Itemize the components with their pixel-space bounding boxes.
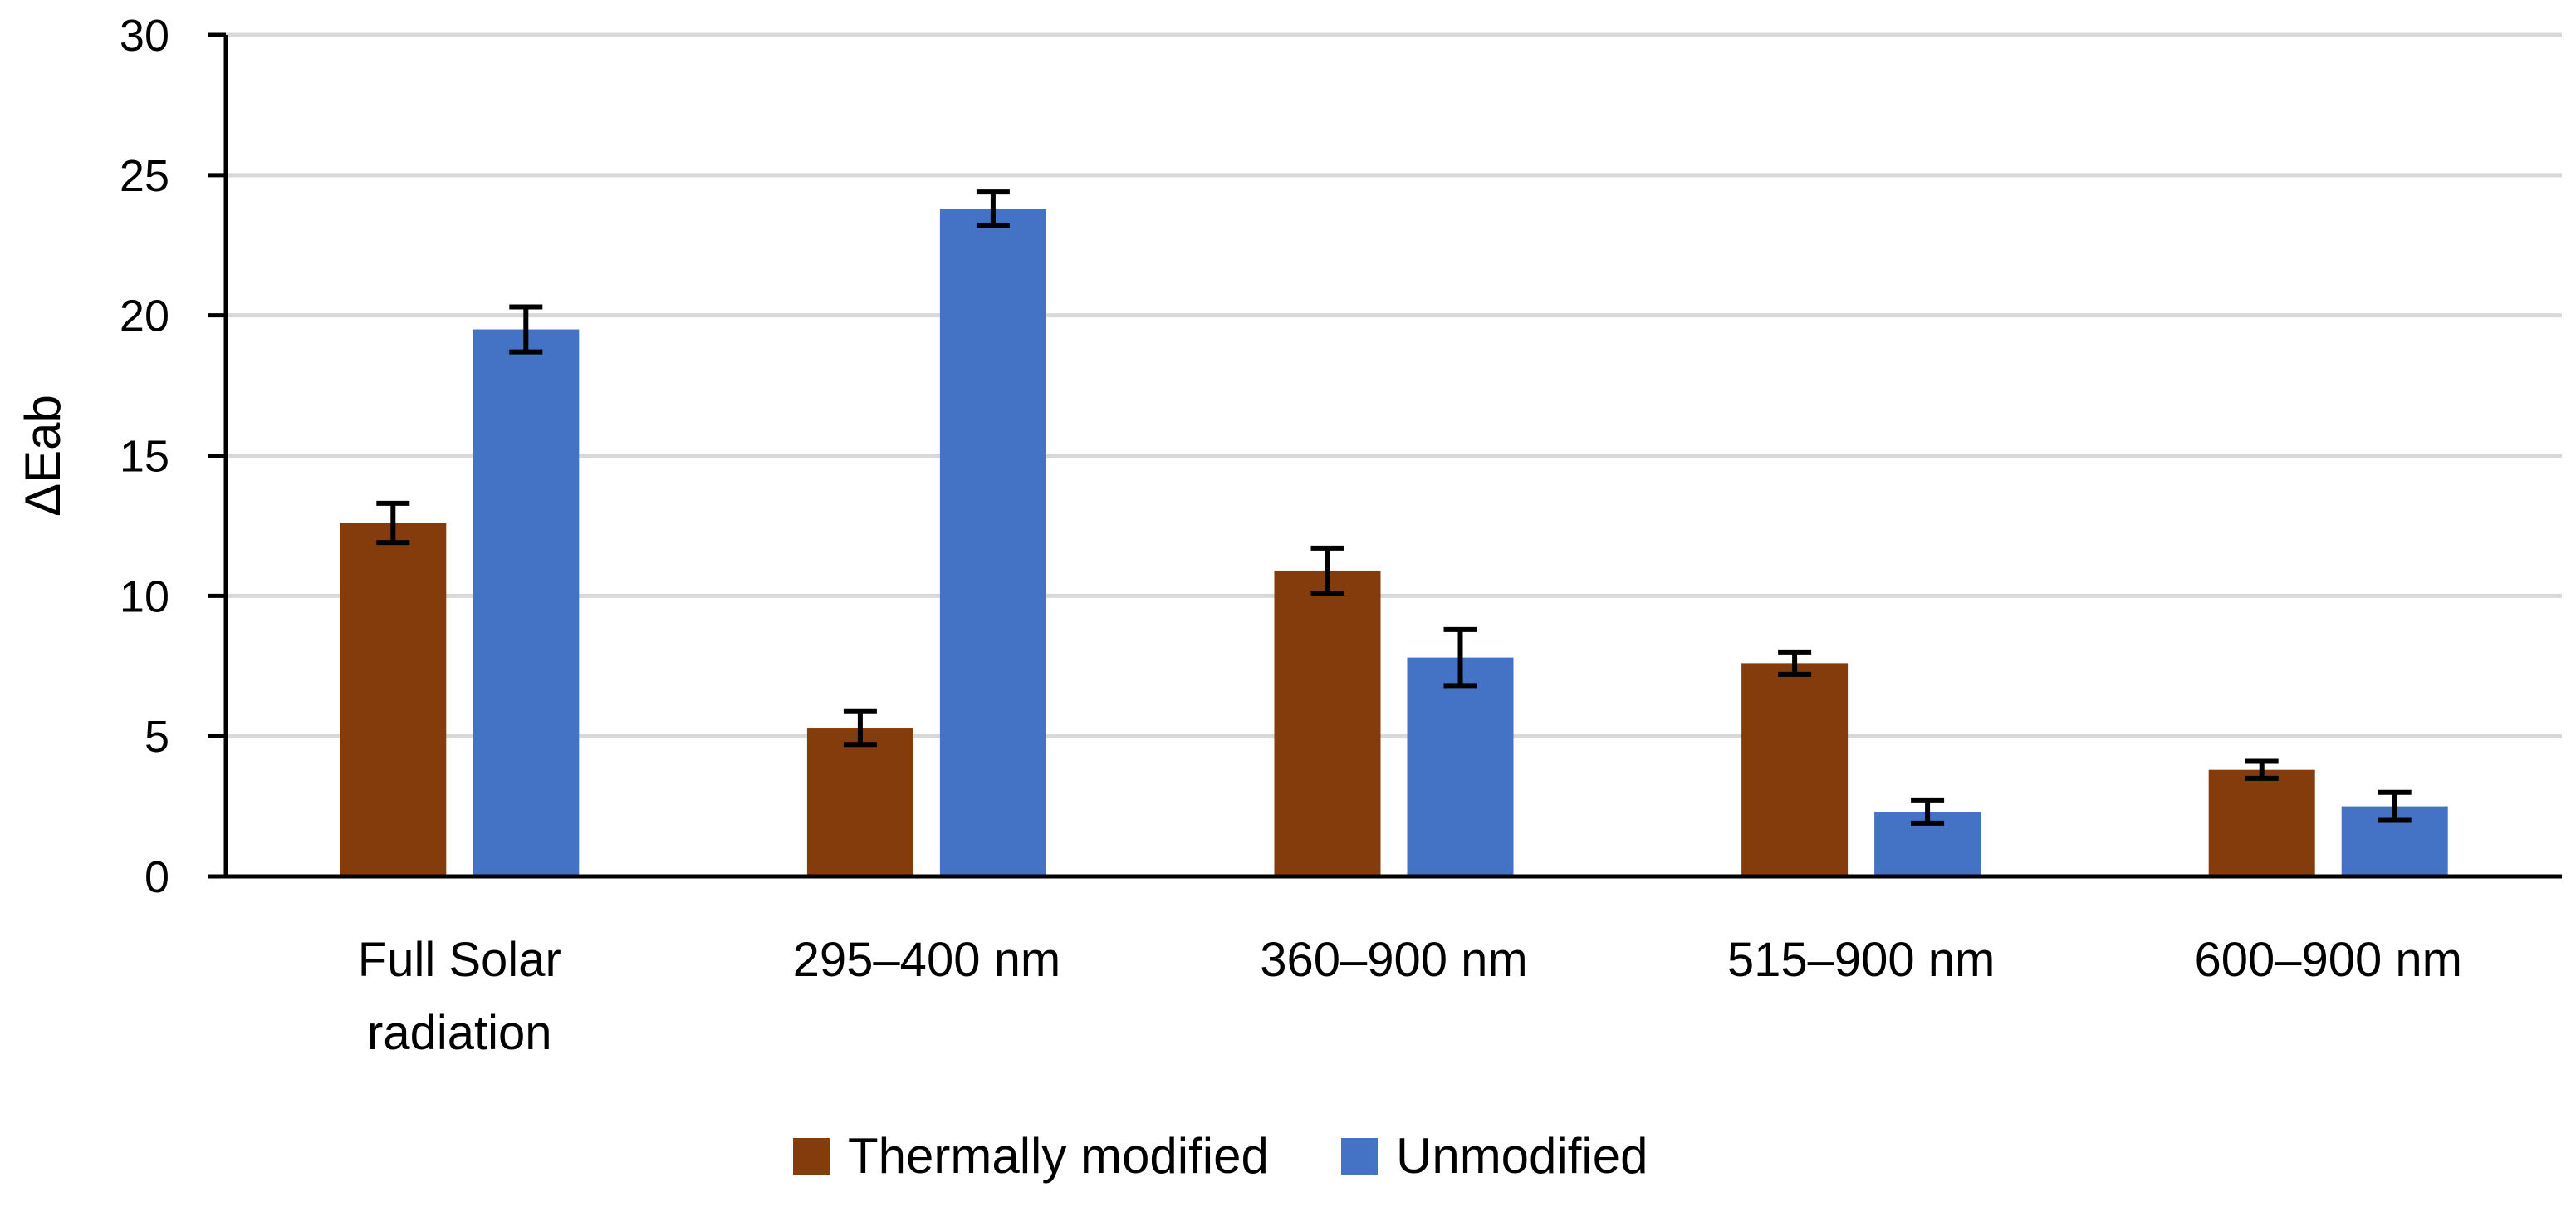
x-category-labels: Full Solar radiation 295–400 nm 360–900 nm 5… <box>358 933 2462 1060</box>
bar <box>340 523 447 876</box>
y-tick-label: 20 <box>120 292 169 341</box>
x-category-label: 515–900 nm <box>1727 933 1995 987</box>
bar <box>473 329 580 876</box>
legend-label: Thermally modified <box>848 1128 1269 1184</box>
legend-swatch <box>1341 1138 1378 1175</box>
bar <box>1741 663 1849 876</box>
bars <box>340 209 2448 876</box>
x-category-label: 295–400 nm <box>793 933 1060 987</box>
error-bars <box>376 189 2412 826</box>
bar <box>1274 570 1381 876</box>
bar <box>806 728 913 876</box>
y-axis-title: ΔEab <box>15 395 71 517</box>
legend: Thermally modified Unmodified <box>793 1128 1648 1184</box>
y-tick-label: 15 <box>120 432 169 482</box>
bar <box>939 209 1046 876</box>
x-category-label: 360–900 nm <box>1260 933 1527 987</box>
x-category-label: 600–900 nm <box>2194 933 2461 987</box>
bar <box>1407 657 1514 876</box>
bar <box>2208 769 2315 876</box>
x-category-label: Full Solar radiation <box>358 933 561 1060</box>
y-tick-label: 5 <box>144 712 169 762</box>
legend-swatch <box>793 1138 830 1175</box>
y-tick-label: 0 <box>144 852 169 902</box>
y-tick-label: 25 <box>120 151 169 201</box>
gridlines <box>226 32 2562 738</box>
y-tick-label: 10 <box>120 572 169 621</box>
y-tick-labels: 0 5 10 15 20 25 30 <box>120 11 169 902</box>
legend-label: Unmodified <box>1396 1128 1648 1184</box>
y-tick-label: 30 <box>120 11 169 61</box>
axes <box>208 32 2562 879</box>
